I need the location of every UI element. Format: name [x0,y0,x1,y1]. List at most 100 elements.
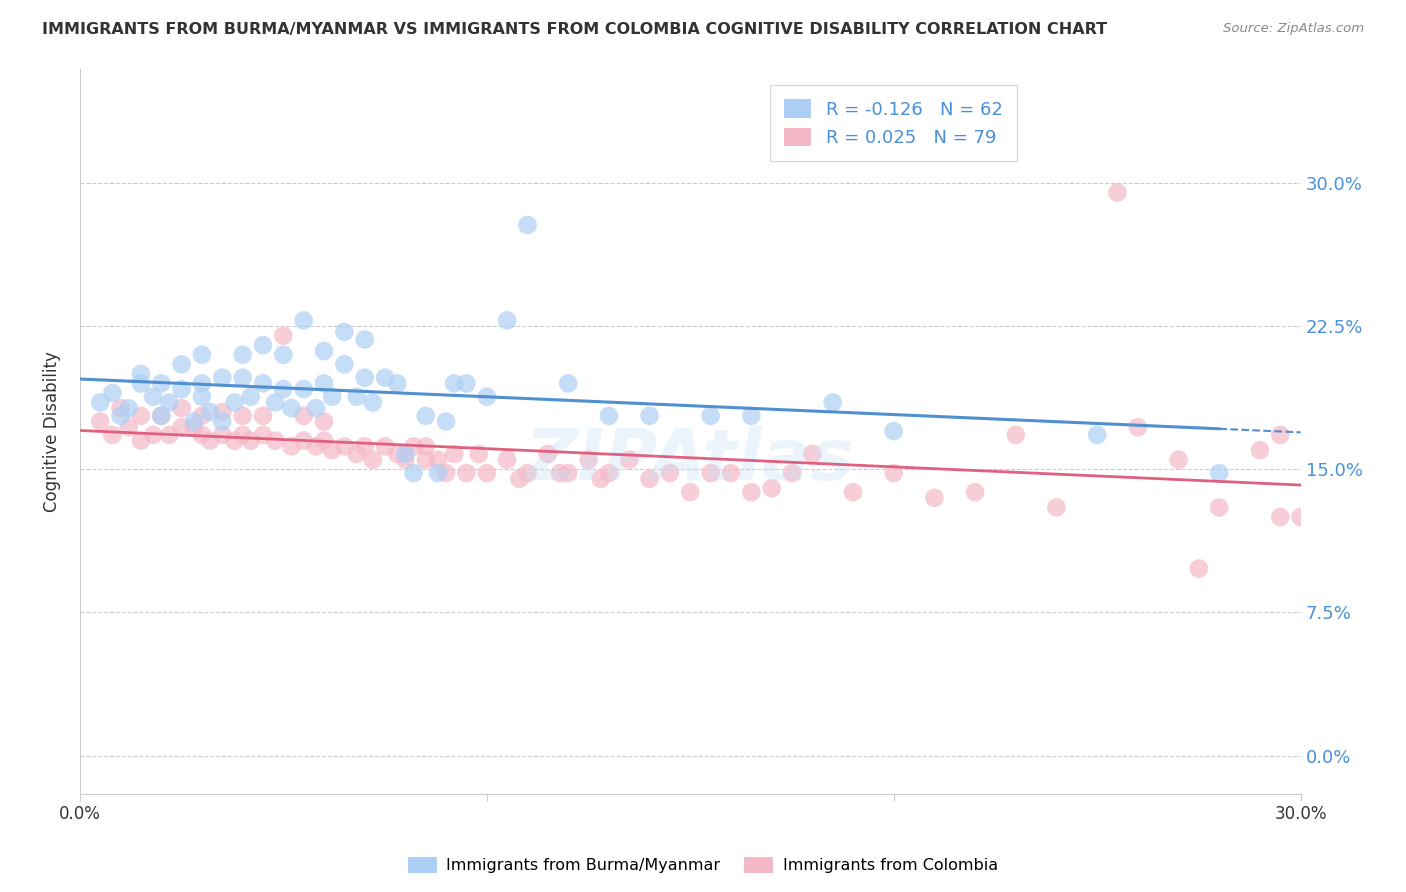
Point [191,376,214,391]
Point [496,313,519,327]
Point [252,338,274,352]
Point [170,401,193,416]
Point [1270,428,1292,442]
Point [1107,186,1129,200]
Point [1289,510,1312,524]
Point [353,370,375,384]
Point [333,325,356,339]
Point [292,434,315,448]
Point [415,409,437,423]
Point [557,466,579,480]
Point [273,328,295,343]
Point [548,466,571,480]
Point [280,401,302,416]
Point [1004,428,1026,442]
Point [426,466,449,480]
Point [1167,452,1189,467]
Point [191,428,214,442]
Point [658,466,681,480]
Point [101,386,124,401]
Point [232,409,254,423]
Point [638,409,661,423]
Point [224,434,246,448]
Point [129,367,152,381]
Point [516,466,538,480]
Legend: R = -0.126   N = 62, R = 0.025   N = 79: R = -0.126 N = 62, R = 0.025 N = 79 [769,85,1017,161]
Point [780,466,803,480]
Point [415,452,437,467]
Point [292,409,315,423]
Point [280,439,302,453]
Point [211,428,233,442]
Point [467,447,489,461]
Point [252,428,274,442]
Point [402,466,425,480]
Point [264,434,287,448]
Point [252,376,274,391]
Point [273,382,295,396]
Point [456,376,478,391]
Point [394,452,416,467]
Point [150,376,173,391]
Point [118,420,141,434]
Point [415,439,437,453]
Point [150,409,173,423]
Point [402,439,425,453]
Point [305,439,328,453]
Point [353,439,375,453]
Point [170,420,193,434]
Point [353,333,375,347]
Point [150,409,173,423]
Point [516,218,538,232]
Point [292,382,315,396]
Point [198,434,221,448]
Point [101,428,124,442]
Point [142,428,165,442]
Point [883,466,905,480]
Point [129,434,152,448]
Point [252,409,274,423]
Point [211,415,233,429]
Point [321,443,343,458]
Point [211,370,233,384]
Point [232,428,254,442]
Point [619,452,641,467]
Point [312,434,335,448]
Point [821,395,844,409]
Point [801,447,824,461]
Point [157,428,180,442]
Point [1270,510,1292,524]
Point [456,466,478,480]
Point [598,409,620,423]
Point [110,401,132,416]
Point [387,376,409,391]
Point [720,466,742,480]
Point [170,382,193,396]
Point [191,348,214,362]
Point [374,439,396,453]
Point [965,485,987,500]
Point [170,357,193,371]
Point [374,370,396,384]
Point [537,447,560,461]
Point [346,390,368,404]
Point [699,409,721,423]
Point [129,409,152,423]
Point [239,390,262,404]
Point [1085,428,1108,442]
Point [239,434,262,448]
Point [361,395,384,409]
Point [443,447,465,461]
Text: IMMIGRANTS FROM BURMA/MYANMAR VS IMMIGRANTS FROM COLOMBIA COGNITIVE DISABILITY C: IMMIGRANTS FROM BURMA/MYANMAR VS IMMIGRA… [42,22,1108,37]
Legend: Immigrants from Burma/Myanmar, Immigrants from Colombia: Immigrants from Burma/Myanmar, Immigrant… [402,850,1004,880]
Point [679,485,702,500]
Point [346,447,368,461]
Point [1208,500,1230,515]
Point [191,390,214,404]
Point [638,472,661,486]
Point [883,424,905,438]
Point [191,409,214,423]
Point [475,390,498,404]
Point [557,376,579,391]
Point [598,466,620,480]
